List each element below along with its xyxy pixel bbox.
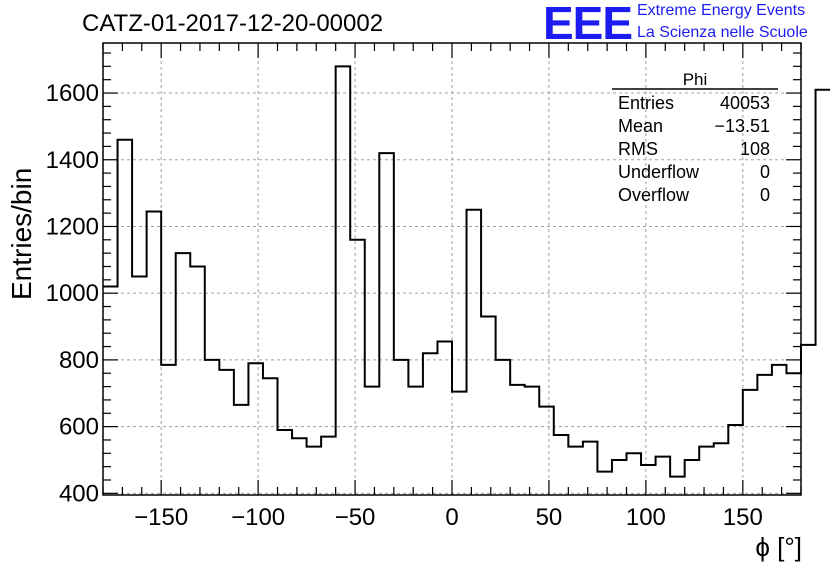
histogram-bin: [554, 435, 569, 495]
chart-title: CATZ-01-2017-12-20-00002: [82, 10, 384, 37]
eee-logo: EEE: [543, 0, 633, 49]
histogram-bin: [714, 443, 729, 495]
histogram-bin: [278, 430, 293, 495]
stats-label: Mean: [618, 116, 664, 136]
y-tick-label: 1400: [46, 147, 99, 174]
histogram-bin: [118, 140, 133, 495]
histogram-bins: [103, 65, 831, 495]
histogram-bin: [292, 438, 307, 495]
histogram-bin: [437, 342, 452, 495]
stats-box-title: Phi: [682, 70, 708, 89]
histogram-bin: [452, 392, 467, 495]
histogram-bin: [539, 407, 554, 495]
histogram-bin: [627, 453, 642, 495]
histogram-bin: [597, 472, 612, 495]
histogram-bin: [641, 465, 656, 495]
stats-row-overflow: Overflow 0: [618, 185, 770, 207]
histogram-bin: [394, 360, 409, 495]
histogram-bin: [525, 387, 540, 495]
stats-row-rms: RMS 108: [618, 139, 770, 161]
stats-value: −13.51: [714, 116, 770, 136]
histogram-bin: [816, 90, 831, 495]
x-tick-label: 0: [445, 504, 458, 531]
histogram-bin: [583, 442, 598, 495]
histogram-bin: [336, 66, 351, 495]
histogram-bin: [408, 387, 423, 495]
stats-value: 0: [759, 162, 770, 182]
y-tick-label: 1200: [46, 213, 99, 240]
histogram-bin: [699, 447, 714, 495]
stats-label: Entries: [618, 93, 675, 113]
histogram-bin: [205, 360, 220, 495]
histogram-bin: [685, 460, 700, 495]
histogram-bin: [728, 425, 743, 495]
stats-value: 0: [759, 185, 770, 205]
histogram-bin: [481, 317, 496, 495]
x-tick-label: 150: [723, 504, 763, 531]
histogram-bin: [176, 253, 191, 495]
histogram-bin: [190, 266, 205, 495]
stats-value: 108: [739, 139, 770, 159]
x-axis-label: ϕ [°]: [755, 532, 802, 562]
stats-value: 40053: [719, 93, 770, 113]
histogram-bin: [307, 447, 322, 495]
histogram-bin: [467, 210, 482, 495]
stats-label: Underflow: [618, 162, 700, 182]
stats-row-entries: Entries 40053: [618, 93, 770, 115]
histogram-bin: [757, 375, 772, 495]
histogram-bin: [656, 457, 671, 495]
axis-ticks: [102, 43, 802, 495]
histogram-bin: [786, 373, 801, 495]
histogram-bin: [379, 153, 394, 495]
y-tick-label: 400: [59, 480, 99, 507]
logo-line-1: Extreme Energy Events: [637, 2, 806, 19]
stats-label: Overflow: [618, 185, 690, 205]
stats-row-mean: Mean −13.51: [618, 116, 770, 138]
histogram-bin: [132, 277, 147, 495]
histogram-bin: [423, 353, 438, 495]
histogram-bin: [670, 477, 685, 495]
histogram-bin: [263, 378, 278, 495]
histogram-bin: [161, 365, 176, 495]
histogram-bin: [248, 363, 263, 495]
stats-label: RMS: [618, 139, 658, 159]
stats-row-underflow: Underflow 0: [618, 162, 770, 184]
x-tick-label: 50: [536, 504, 563, 531]
histogram-bin: [350, 240, 365, 495]
x-tick-label: 100: [626, 504, 666, 531]
x-tick-label: −100: [231, 504, 285, 531]
histogram-bin: [612, 460, 627, 495]
logo-line-2: La Scienza nelle Scuole: [637, 24, 808, 41]
y-tick-label: 800: [59, 347, 99, 374]
y-tick-label: 600: [59, 414, 99, 441]
histogram-bin: [234, 405, 249, 495]
histogram-bin: [103, 287, 118, 495]
histogram-bin: [568, 447, 583, 495]
histogram-bin: [321, 437, 336, 495]
y-tick-label: 1000: [46, 280, 99, 307]
x-tick-label: −150: [134, 504, 188, 531]
y-tick-label: 1600: [46, 80, 99, 107]
histogram-bin: [801, 345, 816, 495]
histogram-bin: [496, 360, 511, 495]
histogram-outline: [103, 65, 831, 478]
histogram-bin: [510, 385, 525, 495]
histogram-bin: [147, 211, 162, 495]
x-tick-label: −50: [335, 504, 376, 531]
histogram-bin: [743, 390, 758, 495]
histogram-bin: [365, 387, 380, 495]
histogram-bin: [219, 370, 234, 495]
y-axis-label: Entries/bin: [6, 167, 37, 300]
histogram-bin: [772, 365, 787, 495]
axis-tick-labels: −150 −100 −50 0 50 100 150 400 600 800 1000 1200 140…: [46, 80, 763, 531]
